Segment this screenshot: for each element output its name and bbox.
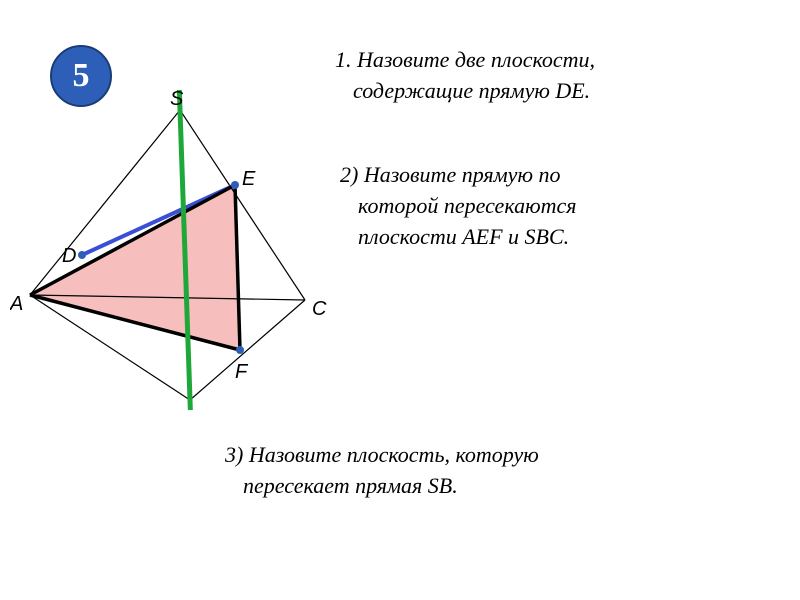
diagram-svg: SABCDEF [10, 90, 330, 410]
q2-line3: плоскости AEF и SBC. [340, 222, 576, 253]
vertex-label-C: C [312, 298, 327, 320]
q3-line1: 3) Назовите плоскость, которую [225, 440, 539, 471]
question-3: 3) Назовите плоскость, которую пересекае… [225, 440, 539, 502]
vertex-label-E: E [242, 168, 256, 190]
q1-line2: содержащие прямую DE. [335, 76, 595, 107]
q2-line2: которой пересекаются [340, 191, 576, 222]
vertex-label-D: D [62, 245, 76, 267]
geometry-diagram: SABCDEF [10, 90, 330, 415]
vertex-label-F: F [235, 361, 249, 383]
question-2: 2) Назовите прямую по которой пересекают… [340, 160, 576, 252]
q3-line2: пересекает прямая SB. [225, 471, 539, 502]
vertex-label-S: S [170, 90, 184, 110]
vertex-label-A: A [10, 293, 23, 315]
q1-line1: 1. Назовите две плоскости, [335, 45, 595, 76]
q2-line1: 2) Назовите прямую по [340, 160, 576, 191]
question-1: 1. Назовите две плоскости, содержащие пр… [335, 45, 595, 107]
